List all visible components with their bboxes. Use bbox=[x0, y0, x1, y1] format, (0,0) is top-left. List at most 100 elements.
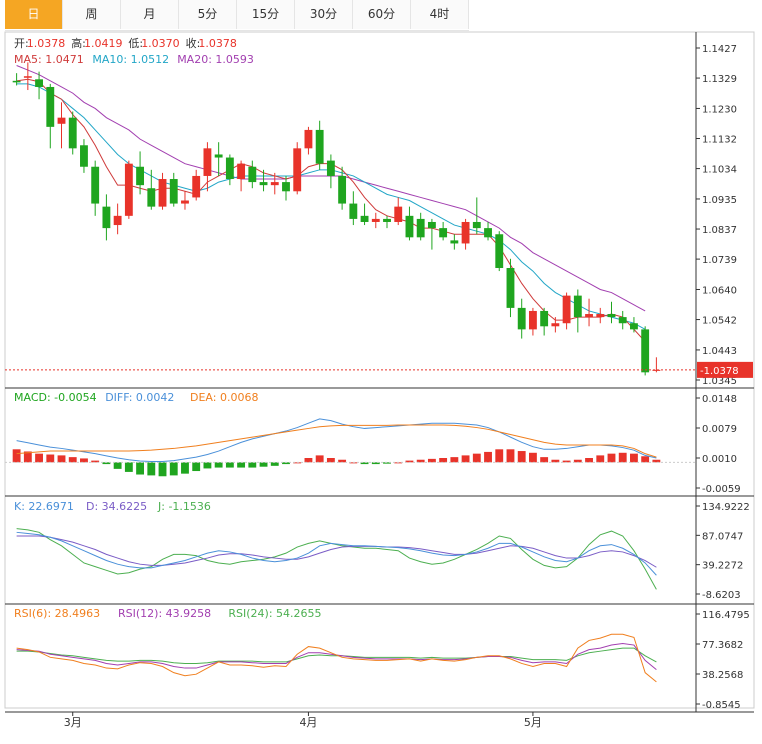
macd-tick-label-0: 0.0148 bbox=[702, 394, 737, 405]
candle bbox=[12, 73, 21, 86]
ma5-line bbox=[16, 78, 646, 342]
candle-body bbox=[304, 129, 313, 149]
candle bbox=[652, 357, 661, 373]
macd-bar bbox=[439, 458, 448, 463]
candle bbox=[181, 191, 189, 210]
candle bbox=[23, 62, 32, 91]
macd-bar bbox=[540, 457, 549, 463]
candle-body bbox=[360, 215, 369, 222]
ohlc-0: 开: bbox=[14, 37, 29, 50]
macd-legend-2: DEA: 0.0068 bbox=[190, 391, 258, 404]
candle bbox=[158, 172, 167, 210]
rsi-tick-label-1: 77.3682 bbox=[702, 640, 743, 651]
price-tick-label-6: 1.0837 bbox=[702, 225, 737, 236]
tab-7[interactable]: 4时 bbox=[411, 0, 469, 29]
candle-body bbox=[630, 323, 638, 330]
macd-bar bbox=[461, 455, 470, 463]
candle-body bbox=[495, 234, 504, 269]
candle bbox=[46, 83, 55, 149]
candle bbox=[630, 317, 638, 333]
candle-body bbox=[91, 166, 100, 204]
period-tabs: 日周月 5分 15分 30分 60分 4时 bbox=[5, 0, 469, 31]
candle-body bbox=[450, 240, 459, 244]
macd-tick-label-3: -0.0059 bbox=[702, 484, 741, 495]
candle bbox=[528, 307, 537, 336]
tab-0[interactable]: 日 bbox=[5, 0, 63, 29]
candle bbox=[551, 317, 560, 333]
candle-body bbox=[405, 215, 414, 238]
candle bbox=[383, 215, 391, 229]
kdj-legend-1: D: 34.6225 bbox=[86, 500, 147, 513]
candle bbox=[169, 172, 178, 207]
candle-body bbox=[68, 117, 77, 149]
candle bbox=[439, 221, 448, 241]
candle-body bbox=[338, 175, 347, 204]
macd-bar bbox=[102, 462, 111, 465]
macd-bar bbox=[91, 460, 100, 463]
kdj-d-line bbox=[16, 535, 657, 568]
candle bbox=[472, 197, 481, 235]
candle bbox=[270, 172, 279, 195]
macd-bar bbox=[282, 462, 290, 465]
macd-bar bbox=[46, 454, 55, 463]
candle-body bbox=[124, 163, 133, 216]
kdj-tick-label-1: 87.0747 bbox=[702, 531, 743, 542]
candle-body bbox=[528, 310, 537, 330]
candle-body bbox=[270, 182, 279, 186]
rsi-legend-0: RSI(6): 28.4963 bbox=[14, 607, 100, 620]
tab-1[interactable]: 周 bbox=[63, 0, 121, 29]
candle-body bbox=[203, 148, 212, 176]
kdj-tick-label-0: 134.9222 bbox=[702, 502, 750, 513]
candle bbox=[315, 120, 324, 170]
candle bbox=[517, 298, 526, 339]
macd-bar bbox=[630, 453, 638, 463]
candle-body bbox=[158, 179, 167, 207]
kdj-tick-label-2: 39.2272 bbox=[702, 561, 743, 572]
candle bbox=[641, 326, 650, 376]
macd-bar bbox=[562, 460, 571, 463]
candle-body bbox=[540, 310, 549, 327]
tab-2[interactable]: 月 bbox=[121, 0, 179, 29]
ma-legend-2: MA20: 1.0593 bbox=[177, 53, 254, 66]
macd-bar bbox=[517, 451, 526, 463]
macd-bar bbox=[383, 462, 391, 464]
macd-bar bbox=[304, 458, 313, 463]
tab-4[interactable]: 15分 bbox=[237, 0, 295, 29]
macd-bar bbox=[214, 462, 223, 468]
candle bbox=[371, 212, 380, 229]
candle-body bbox=[506, 268, 515, 308]
candle-body bbox=[80, 145, 88, 167]
tab-3[interactable]: 5分 bbox=[179, 0, 237, 29]
price-tick-label-8: 1.0640 bbox=[702, 285, 737, 296]
kdj-legend-0: K: 22.6971 bbox=[14, 500, 74, 513]
rsi-tick-label-0: 116.4795 bbox=[702, 610, 750, 621]
macd-dea-line bbox=[16, 424, 657, 458]
rsi-tick-label-3: -0.8545 bbox=[702, 700, 741, 711]
macd-tick-label-2: 0.0010 bbox=[702, 454, 737, 465]
price-tick-label-7: 1.0739 bbox=[702, 255, 737, 266]
kdj-j-line bbox=[16, 528, 657, 590]
candle-body bbox=[562, 295, 571, 324]
macd-bar bbox=[203, 462, 212, 469]
macd-bar bbox=[618, 452, 627, 463]
candle-body bbox=[57, 117, 66, 124]
candle bbox=[573, 289, 582, 333]
ma-legend-1: MA10: 1.0512 bbox=[92, 53, 169, 66]
x-label-1: 4月 bbox=[299, 716, 317, 729]
price-tick-label-2: 1.1230 bbox=[702, 104, 737, 115]
candle bbox=[461, 218, 470, 250]
candle-body bbox=[461, 221, 470, 244]
candle bbox=[91, 160, 100, 216]
tab-6[interactable]: 60分 bbox=[353, 0, 411, 29]
macd-bar bbox=[551, 459, 560, 463]
macd-bar bbox=[573, 459, 582, 463]
rsi6-line bbox=[16, 633, 657, 683]
macd-bar bbox=[35, 453, 43, 463]
candle-body bbox=[282, 182, 290, 192]
candle-body bbox=[169, 179, 178, 204]
ma-legend-0: MA5: 1.0471 bbox=[14, 53, 84, 66]
price-tick-label-4: 1.1034 bbox=[702, 165, 737, 176]
macd-bar bbox=[427, 458, 436, 463]
macd-bar bbox=[124, 462, 133, 472]
tab-5[interactable]: 30分 bbox=[295, 0, 353, 29]
